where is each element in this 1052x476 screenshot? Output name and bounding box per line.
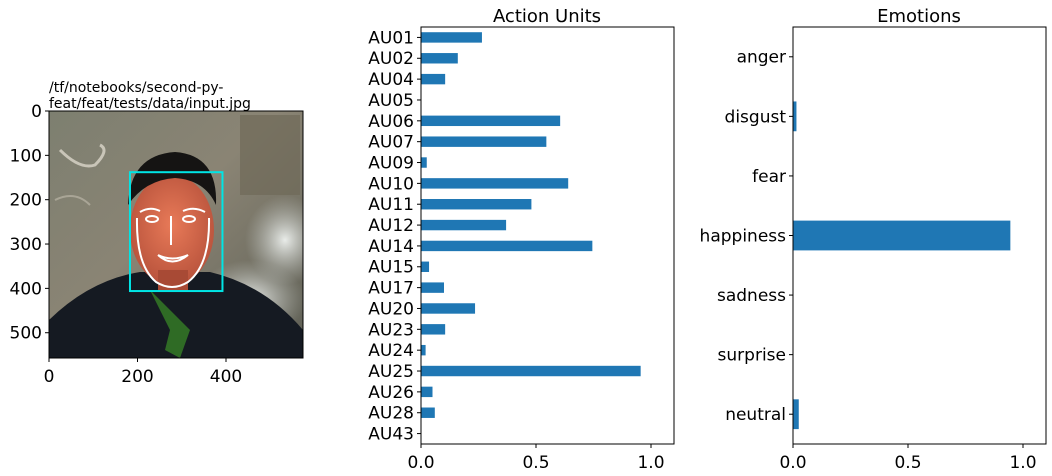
- bar-au01: [421, 32, 482, 43]
- y-tick-label: surprise: [718, 346, 786, 366]
- bar-au28: [421, 407, 435, 418]
- x-tick-label: 1.0: [1009, 453, 1036, 473]
- y-tick-label: anger: [737, 48, 786, 68]
- bars: [421, 32, 641, 418]
- face-box: [128, 171, 224, 293]
- y-tick-label: neutral: [725, 405, 786, 425]
- y-tick-label: 100: [10, 146, 42, 166]
- x-tick-label: 0.0: [407, 453, 434, 473]
- bars: [793, 101, 1011, 430]
- y-tick-label: 400: [10, 279, 42, 299]
- bar-au15: [421, 261, 430, 272]
- y-tick-label: AU05: [368, 91, 414, 111]
- y-tick-label: AU04: [368, 70, 414, 90]
- y-tick-label: 0: [31, 102, 42, 122]
- y-tick-label: AU09: [368, 153, 414, 173]
- y-tick-labels: anger disgust fear happiness sadness surprise…: [700, 48, 793, 425]
- bar-au10: [421, 178, 569, 189]
- y-tick-label: happiness: [700, 226, 787, 246]
- chart-title: Action Units: [493, 6, 601, 27]
- bar-neutral: [793, 399, 799, 430]
- bar-au04: [421, 73, 446, 85]
- y-tick-label: fear: [752, 167, 786, 187]
- image-x-axis: 0 200 400: [44, 358, 242, 387]
- face-landmarks: [135, 207, 211, 288]
- bar-au09: [421, 157, 427, 168]
- y-tick-label: AU06: [368, 112, 414, 132]
- bar-au11: [421, 199, 532, 210]
- bar-au17: [421, 282, 444, 293]
- y-tick-label: sadness: [717, 286, 786, 306]
- y-tick-label: AU12: [368, 216, 414, 236]
- y-tick-labels: AU01AU02AU04AU05AU06AU07AU09AU10AU11AU12…: [368, 28, 421, 445]
- image-y-axis: 0 100 200 300 400 500: [10, 102, 49, 344]
- photo: [49, 111, 303, 358]
- image-panel: /tf/notebooks/second-py- feat/feat/tests…: [10, 80, 304, 387]
- y-tick-label: AU11: [368, 195, 414, 215]
- x-tick-label: 0: [44, 367, 55, 387]
- action-units-chart: Action Units AU01AU02AU04AU05AU06AU07AU0…: [368, 6, 675, 473]
- plot-frame: [792, 26, 1047, 445]
- y-tick-label: AU25: [368, 362, 414, 382]
- y-tick-label: AU07: [368, 133, 414, 153]
- plot-frame: [420, 26, 675, 445]
- y-tick-label: AU15: [368, 258, 414, 278]
- y-tick-label: AU10: [368, 174, 414, 194]
- y-tick-label: AU24: [368, 341, 414, 361]
- bar-au23: [421, 324, 446, 335]
- y-tick-label: AU01: [368, 28, 414, 48]
- bar-au14: [421, 240, 593, 252]
- bar-disgust: [793, 101, 797, 132]
- y-tick-label: AU23: [368, 320, 414, 340]
- x-tick-label: 0.5: [522, 453, 549, 473]
- y-tick-label: AU20: [368, 299, 414, 319]
- y-tick-label: AU14: [368, 237, 414, 257]
- y-tick-label: AU43: [368, 425, 414, 445]
- bar-happiness: [793, 220, 1011, 251]
- bar-au26: [421, 386, 433, 398]
- bar-au20: [421, 303, 476, 314]
- x-tick-label: 0.5: [894, 453, 921, 473]
- bar-au06: [421, 115, 561, 127]
- bar-au02: [421, 53, 458, 64]
- image-frame: [48, 110, 304, 359]
- y-tick-label: AU17: [368, 279, 414, 299]
- image-title-line2: feat/feat/tests/data/input.jpg: [49, 96, 251, 112]
- image-title-line1: /tf/notebooks/second-py-: [49, 80, 224, 96]
- chart-title: Emotions: [877, 6, 961, 27]
- x-tick-label: 200: [121, 367, 153, 387]
- y-tick-label: 500: [10, 324, 42, 344]
- y-tick-label: disgust: [725, 107, 787, 127]
- emotions-chart: Emotions anger disgust fear happiness sadnes…: [700, 6, 1047, 473]
- x-tick-label: 0.0: [779, 453, 806, 473]
- bar-au12: [421, 219, 507, 231]
- y-tick-label: AU28: [368, 404, 414, 424]
- x-tick-labels: 0.0 0.5 1.0: [407, 444, 665, 473]
- y-tick-label: AU26: [368, 383, 414, 403]
- bar-au07: [421, 136, 547, 147]
- y-tick-label: 300: [10, 235, 42, 255]
- x-tick-label: 1.0: [637, 453, 664, 473]
- y-tick-label: 200: [10, 191, 42, 211]
- bar-au25: [421, 365, 641, 377]
- y-tick-label: AU02: [368, 49, 414, 69]
- x-tick-labels: 0.0 0.5 1.0: [779, 444, 1037, 473]
- bar-au24: [421, 344, 426, 356]
- x-tick-label: 400: [210, 367, 242, 387]
